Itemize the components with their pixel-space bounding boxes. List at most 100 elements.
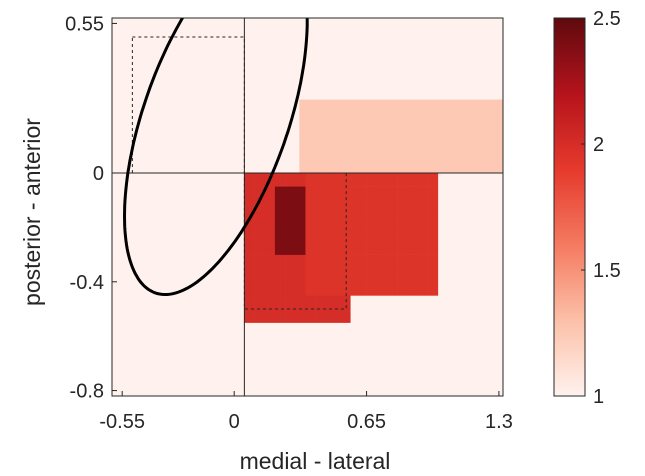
heatmap-cell	[401, 153, 412, 168]
heatmap-cell	[397, 240, 408, 255]
heatmap-cell	[346, 213, 357, 228]
heatmap-cell	[366, 281, 378, 296]
heatmap-cell	[295, 295, 306, 310]
heatmap-cell	[376, 281, 388, 296]
heatmap-cell	[254, 186, 266, 201]
x-tick-label: -0.55	[99, 411, 145, 433]
heatmap-cell	[244, 186, 255, 201]
heatmap-cell	[390, 99, 402, 114]
heatmap-cell	[427, 254, 439, 269]
heatmap-cell	[472, 140, 483, 155]
heatmap-cell	[336, 240, 347, 255]
heatmap-cell	[452, 113, 463, 128]
heatmap-cell	[336, 173, 347, 187]
heatmap-cell	[452, 99, 463, 114]
heatmap-cell	[315, 281, 327, 296]
heatmap-cell	[315, 227, 327, 242]
colorbar	[553, 17, 586, 397]
heatmap-cell	[427, 268, 439, 283]
heatmap-cell	[295, 308, 306, 323]
heatmap-cell	[319, 167, 331, 174]
heatmap-cell	[285, 227, 296, 242]
heatmap-cell	[366, 200, 378, 215]
heatmap-cell	[264, 186, 276, 201]
heatmap-cell	[264, 213, 276, 228]
heatmap-cell	[417, 227, 428, 242]
heatmap-cell	[329, 140, 341, 155]
heatmap-cell	[356, 281, 367, 296]
heatmap-cell	[407, 240, 418, 255]
heatmap-cell	[285, 186, 296, 201]
heatmap-cell	[254, 281, 266, 296]
dashed-box	[243, 172, 347, 310]
heatmap-cell	[356, 200, 367, 215]
heatmap-cell	[441, 113, 453, 128]
heatmap-cell	[427, 173, 439, 187]
heatmap-cell	[305, 240, 316, 255]
heatmap-cell	[376, 200, 388, 215]
heatmap-cell	[264, 254, 276, 269]
heatmap-cell	[462, 153, 473, 168]
heatmap-cell	[411, 140, 422, 155]
heatmap-cell	[350, 113, 361, 128]
y-tick-label: 0.55	[65, 13, 104, 35]
heatmap-cell	[370, 153, 382, 168]
heatmap-cell	[285, 295, 296, 310]
heatmap-cell	[427, 240, 439, 255]
heatmap-cell	[472, 153, 483, 168]
heatmap-cell	[462, 140, 473, 155]
heatmap-cell	[482, 126, 494, 141]
heatmap-cell	[325, 240, 337, 255]
heatmap-cell	[315, 295, 327, 310]
heatmap-cell	[274, 186, 286, 201]
plot-frame	[111, 17, 504, 397]
heatmap-cell	[417, 254, 428, 269]
heatmap-cell	[356, 186, 367, 201]
dashed-boxes	[131, 36, 347, 310]
heatmap-cell	[356, 213, 367, 228]
heatmap-cell	[295, 213, 306, 228]
heatmap-cell	[386, 240, 398, 255]
heatmap-cell	[244, 240, 255, 255]
heatmap-cell	[254, 227, 266, 242]
heatmap-cell	[397, 268, 408, 283]
heatmap-cell	[264, 308, 276, 323]
heatmap-cell	[401, 140, 412, 155]
heatmap-cell	[325, 254, 337, 269]
heatmap-cell	[376, 213, 388, 228]
heatmap-cell	[264, 281, 276, 296]
heatmap-cell	[431, 140, 443, 155]
heatmap-cell	[299, 140, 310, 155]
heatmap-cell	[340, 113, 351, 128]
heatmap-cell	[264, 295, 276, 310]
heatmap-cell	[441, 99, 453, 114]
heatmap-cell	[264, 200, 276, 215]
heatmap-cell	[380, 126, 392, 141]
heatmap-cell	[315, 308, 327, 323]
heatmap-cell	[407, 213, 418, 228]
heatmap-cell	[295, 200, 306, 215]
heatmap-cell	[386, 254, 398, 269]
heatmap-cell	[336, 295, 347, 310]
heatmap-cell	[346, 308, 351, 323]
heatmap-cell	[309, 153, 321, 168]
heatmap-cell	[295, 173, 306, 187]
heatmap-cell	[452, 126, 463, 141]
heatmap-cell	[315, 268, 327, 283]
heatmap-cell	[305, 173, 316, 187]
heatmap-cell	[309, 126, 321, 141]
heatmap-cell	[472, 99, 483, 114]
heatmap-cell	[407, 173, 418, 187]
heatmap-cell	[325, 281, 337, 296]
heatmap-cell	[390, 113, 402, 128]
heatmap-cell	[244, 200, 255, 215]
heatmap-cell	[401, 126, 412, 141]
heatmap-cell	[421, 140, 433, 155]
heatmap-cell	[407, 186, 418, 201]
heatmap-cell	[336, 213, 347, 228]
heatmap-cell	[407, 281, 418, 296]
heatmap-cell	[274, 254, 286, 269]
heatmap-cell	[305, 186, 316, 201]
heatmap-cell	[319, 140, 331, 155]
heatmap-cell	[482, 167, 494, 174]
